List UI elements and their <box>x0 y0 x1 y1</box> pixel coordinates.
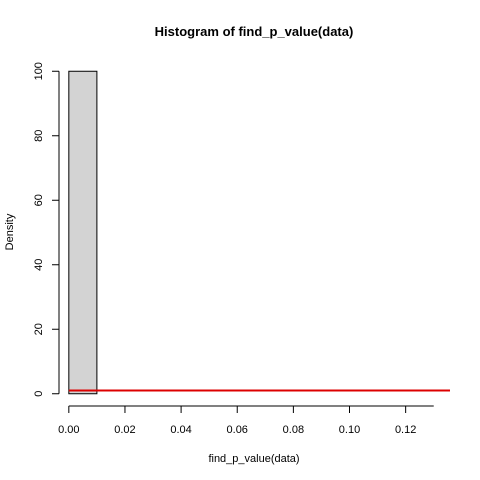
x-tick-label: 0.04 <box>170 424 191 436</box>
x-tick-label: 0.08 <box>283 424 304 436</box>
y-axis-label: Density <box>4 213 16 250</box>
x-tick-label: 0.10 <box>339 424 360 436</box>
y-axis: 0 20 40 60 80 100 <box>33 62 60 397</box>
bars-group <box>68 70 98 395</box>
x-tick-label: 0.02 <box>114 424 135 436</box>
chart-title: Histogram of find_p_value(data) <box>155 24 354 39</box>
x-tick-label: 0.06 <box>227 424 248 436</box>
x-tick-label: 0.00 <box>58 424 79 436</box>
x-axis-label: find_p_value(data) <box>208 453 299 465</box>
y-tick-label: 20 <box>33 323 45 335</box>
y-tick-label: 100 <box>33 62 45 80</box>
x-axis: 0.00 0.02 0.04 0.06 0.08 0.10 0.12 <box>58 405 434 436</box>
histogram-bar-0 <box>68 70 98 395</box>
y-tick-label: 80 <box>33 130 45 142</box>
y-tick-label: 60 <box>33 194 45 206</box>
y-tick-label: 40 <box>33 259 45 271</box>
y-tick-label: 0 <box>33 391 45 397</box>
x-tick-label: 0.12 <box>395 424 416 436</box>
